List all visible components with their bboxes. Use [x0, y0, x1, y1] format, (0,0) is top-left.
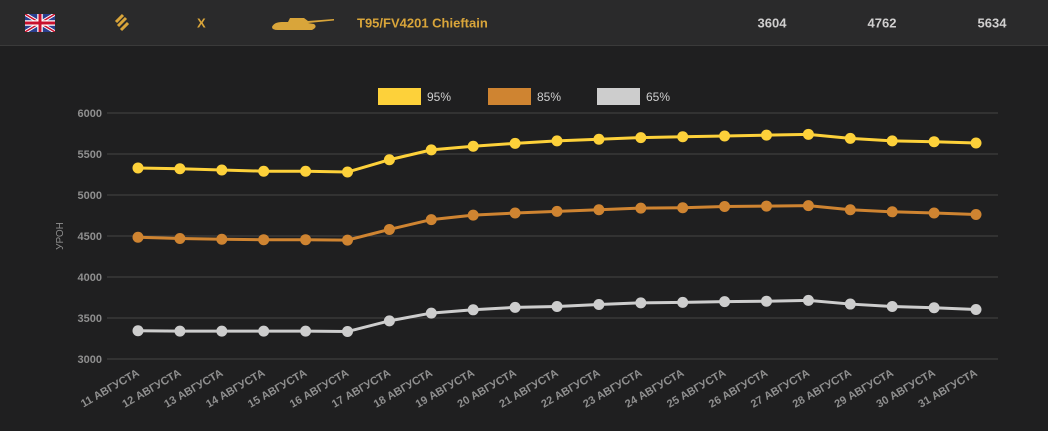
data-point [342, 326, 353, 338]
data-point [342, 166, 353, 178]
data-point [174, 163, 186, 175]
legend-swatch [378, 88, 421, 105]
rank-chevrons-icon [114, 13, 130, 31]
data-point [844, 204, 856, 216]
data-point [383, 315, 395, 327]
data-point [928, 207, 940, 219]
data-point [425, 144, 437, 156]
data-point [551, 205, 563, 217]
data-point [970, 137, 982, 149]
data-point [216, 325, 228, 337]
data-point [886, 301, 898, 313]
y-tick-label: 4000 [78, 272, 102, 284]
data-point [593, 133, 605, 145]
data-point [258, 165, 270, 177]
y-tick-label: 5500 [78, 149, 102, 161]
data-point [216, 164, 228, 176]
legend-swatch [488, 88, 531, 105]
data-point [509, 207, 521, 219]
data-point [342, 234, 353, 246]
data-point [551, 135, 563, 147]
data-point [844, 132, 856, 144]
data-point [132, 231, 144, 243]
data-point [509, 137, 521, 149]
y-axis-label: УРОН [55, 222, 66, 250]
data-point [300, 165, 312, 177]
y-tick-label: 3000 [78, 354, 102, 366]
data-point [300, 325, 312, 337]
y-tick-label: 3500 [78, 313, 102, 325]
data-point [174, 232, 186, 244]
data-point [677, 296, 689, 308]
data-point [258, 234, 270, 246]
data-point [802, 128, 814, 140]
data-point [802, 294, 814, 306]
data-point [425, 307, 437, 319]
data-point [593, 204, 605, 216]
legend-swatch [597, 88, 640, 105]
data-point [467, 140, 479, 152]
data-point [719, 200, 731, 212]
data-point [886, 135, 898, 147]
tank-silhouette-icon [272, 17, 334, 30]
data-point [928, 136, 940, 148]
data-point [719, 296, 731, 308]
data-point [635, 132, 647, 144]
data-point [844, 298, 856, 310]
data-point [970, 209, 982, 221]
data-point [593, 298, 605, 310]
data-point [970, 303, 982, 315]
legend-label: 65% [646, 90, 670, 104]
y-tick-label: 4500 [78, 231, 102, 243]
data-point [886, 206, 898, 218]
data-point [425, 214, 437, 226]
data-point [383, 154, 395, 166]
value-85: 4762 [867, 15, 897, 30]
data-point [551, 301, 563, 313]
data-point [467, 304, 479, 316]
data-point [928, 302, 940, 314]
legend-label: 85% [537, 90, 561, 104]
data-point [635, 297, 647, 309]
data-point [300, 234, 312, 246]
data-point [635, 202, 647, 214]
data-point [677, 131, 689, 143]
data-point [802, 200, 814, 212]
data-point [761, 129, 772, 141]
data-point [383, 223, 395, 235]
legend-label: 95% [427, 90, 451, 104]
y-tick-label: 6000 [78, 108, 102, 120]
tank-tier: X [197, 15, 206, 30]
data-point [174, 325, 186, 337]
value-65: 3604 [757, 15, 787, 30]
data-point [216, 233, 228, 245]
y-tick-label: 5000 [78, 190, 102, 202]
data-point [719, 130, 731, 142]
data-point [132, 325, 144, 337]
tank-name: T95/FV4201 Chieftain [357, 15, 488, 30]
data-point [132, 162, 144, 174]
data-point [677, 202, 689, 214]
data-point [761, 295, 772, 307]
tank-header-row: X T95/FV4201 Chieftain 3604 4762 5634 [0, 0, 1048, 46]
data-point [509, 301, 521, 313]
value-95: 5634 [977, 15, 1007, 30]
data-point [258, 325, 270, 337]
data-point [467, 209, 479, 221]
data-point [761, 200, 772, 212]
uk-flag-icon [25, 13, 55, 32]
